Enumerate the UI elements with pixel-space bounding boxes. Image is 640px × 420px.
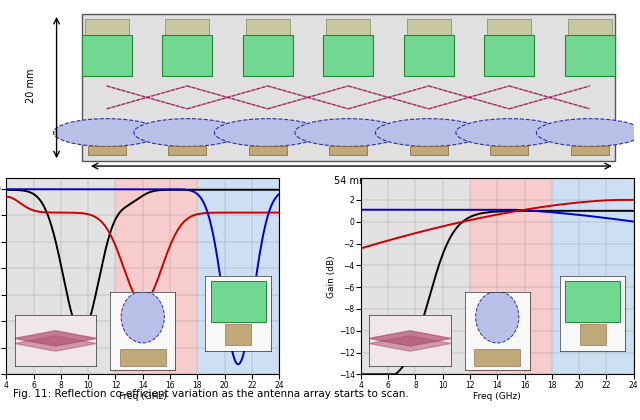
FancyBboxPatch shape xyxy=(246,19,290,37)
Circle shape xyxy=(456,118,563,147)
FancyBboxPatch shape xyxy=(564,35,615,76)
FancyBboxPatch shape xyxy=(323,35,373,76)
X-axis label: Freq (GHz): Freq (GHz) xyxy=(474,392,521,402)
Circle shape xyxy=(536,118,640,147)
Circle shape xyxy=(134,118,241,147)
Circle shape xyxy=(214,118,321,147)
FancyBboxPatch shape xyxy=(571,147,609,155)
FancyBboxPatch shape xyxy=(162,35,212,76)
Polygon shape xyxy=(348,86,429,97)
Bar xyxy=(361,178,470,374)
Bar xyxy=(552,178,634,374)
FancyBboxPatch shape xyxy=(165,19,209,37)
Circle shape xyxy=(54,118,160,147)
FancyBboxPatch shape xyxy=(249,147,287,155)
FancyBboxPatch shape xyxy=(407,19,451,37)
Text: 54 mm: 54 mm xyxy=(334,176,369,186)
FancyBboxPatch shape xyxy=(82,14,615,161)
Polygon shape xyxy=(429,86,509,97)
FancyBboxPatch shape xyxy=(490,147,528,155)
FancyBboxPatch shape xyxy=(484,35,534,76)
FancyBboxPatch shape xyxy=(568,19,612,37)
Polygon shape xyxy=(268,97,348,109)
Polygon shape xyxy=(268,86,348,97)
FancyBboxPatch shape xyxy=(404,35,454,76)
FancyBboxPatch shape xyxy=(487,19,531,37)
Text: 20 mm: 20 mm xyxy=(26,69,36,103)
Polygon shape xyxy=(188,86,268,97)
Polygon shape xyxy=(509,97,589,109)
Polygon shape xyxy=(188,97,268,109)
FancyBboxPatch shape xyxy=(85,19,129,37)
Text: Fig. 11: Reflection co-efficient variation as the antenna array starts to scan.: Fig. 11: Reflection co-efficient variati… xyxy=(13,389,408,399)
FancyBboxPatch shape xyxy=(88,147,125,155)
Y-axis label: Gain (dB): Gain (dB) xyxy=(327,255,336,297)
FancyBboxPatch shape xyxy=(330,147,367,155)
FancyBboxPatch shape xyxy=(326,19,370,37)
FancyBboxPatch shape xyxy=(168,147,206,155)
Polygon shape xyxy=(509,86,589,97)
FancyBboxPatch shape xyxy=(243,35,293,76)
Bar xyxy=(115,178,197,374)
Bar xyxy=(470,178,552,374)
Circle shape xyxy=(295,118,401,147)
FancyBboxPatch shape xyxy=(82,35,132,76)
Polygon shape xyxy=(429,97,509,109)
Bar xyxy=(6,178,115,374)
FancyBboxPatch shape xyxy=(410,147,447,155)
X-axis label: Freq (GHz): Freq (GHz) xyxy=(119,392,166,402)
Polygon shape xyxy=(107,86,188,97)
Bar xyxy=(197,178,279,374)
Circle shape xyxy=(376,118,482,147)
Polygon shape xyxy=(107,97,188,109)
Polygon shape xyxy=(348,97,429,109)
